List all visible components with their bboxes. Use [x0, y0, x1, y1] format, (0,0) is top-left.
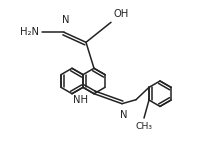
Text: OH: OH — [114, 9, 129, 19]
Text: NH: NH — [74, 95, 89, 105]
Text: N: N — [120, 110, 128, 120]
Text: N: N — [62, 15, 70, 25]
Text: CH₃: CH₃ — [135, 122, 153, 131]
Text: H₂N: H₂N — [20, 27, 39, 37]
